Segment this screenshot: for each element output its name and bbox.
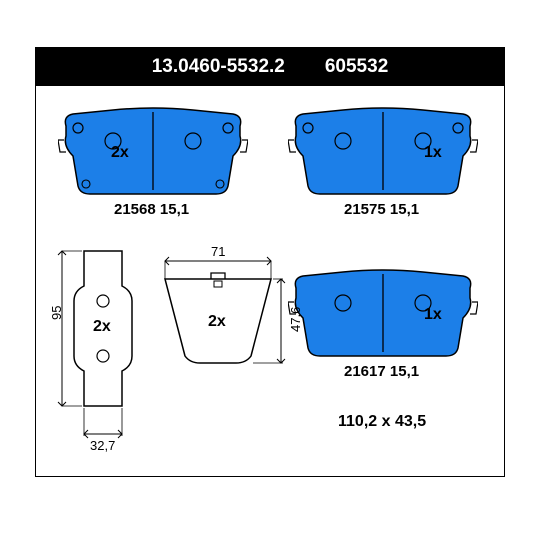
qty-clip: 2x (208, 313, 226, 331)
qty-top-right: 1x (424, 144, 442, 162)
shim-width: 32,7 (90, 438, 115, 453)
clip-top-dim: 71 (211, 244, 225, 259)
clip-side-dim: 47,6 (288, 307, 303, 332)
code-bot-right: 21617 15,1 (344, 363, 419, 380)
shim-height: 95 (49, 306, 64, 320)
shim-outline (52, 241, 147, 456)
brake-pad-top-left (58, 106, 248, 196)
diagram-content: 2x 21568 15,1 1x 21575 15,1 1x 21617 15,… (36, 86, 504, 476)
qty-top-left: 2x (111, 144, 129, 162)
header-bar: 13.0460-5532.2 605532 (36, 48, 504, 86)
brake-pad-bottom-right (288, 268, 478, 358)
code-top-left: 21568 15,1 (114, 201, 189, 218)
overall-dimension: 110,2 x 43,5 (338, 413, 426, 431)
brake-pad-top-right (288, 106, 478, 196)
diagram-frame: 13.0460-5532.2 605532 2x 21568 15,1 (35, 47, 505, 477)
code-top-right: 21575 15,1 (344, 201, 419, 218)
part-number-primary: 13.0460-5532.2 (152, 56, 285, 78)
part-number-secondary: 605532 (325, 56, 388, 78)
qty-bot-right: 1x (424, 306, 442, 324)
qty-shim: 2x (93, 318, 111, 336)
